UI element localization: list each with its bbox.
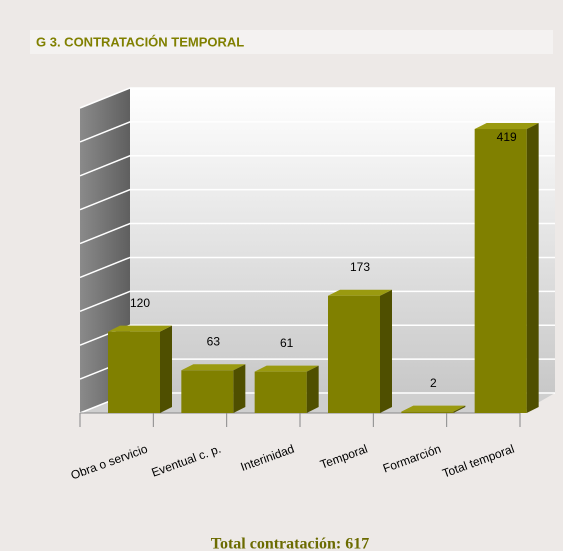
bar: [108, 331, 160, 413]
bar-top: [328, 289, 392, 296]
bar: [474, 129, 527, 413]
grid-line: [79, 324, 555, 346]
grid-line: [79, 121, 555, 143]
bar-side: [160, 325, 172, 413]
data-label: 63: [207, 334, 221, 348]
grid-line: [79, 256, 555, 279]
grid-line: [79, 290, 555, 313]
data-label: 419: [497, 130, 517, 144]
data-label: 120: [130, 296, 150, 310]
bar: [254, 371, 307, 413]
bar-side: [526, 123, 539, 413]
bar-side: [306, 365, 319, 413]
bar-side: [380, 289, 392, 413]
bar: [181, 370, 234, 413]
bar-top: [474, 123, 539, 130]
bar-top: [254, 365, 319, 372]
bar: [328, 295, 380, 413]
bar-side: [453, 405, 466, 413]
grid-line: [79, 87, 555, 109]
chart-title: G 3. CONTRATACIÓN TEMPORAL: [36, 34, 244, 49]
grid-line: [79, 188, 555, 211]
data-label: 61: [280, 336, 294, 350]
data-label: 173: [350, 260, 370, 274]
footer: Total contratación: 617: [211, 536, 370, 551]
grid-line: [79, 155, 555, 177]
title-bar: [30, 30, 553, 54]
grid-line: [79, 222, 555, 245]
data-label: 2: [430, 376, 437, 390]
bar-top: [108, 325, 172, 332]
bar-top: [401, 405, 466, 412]
back-wall: [130, 88, 555, 393]
bar: [401, 411, 454, 413]
bar-top: [181, 364, 246, 371]
bar-side: [233, 364, 246, 413]
